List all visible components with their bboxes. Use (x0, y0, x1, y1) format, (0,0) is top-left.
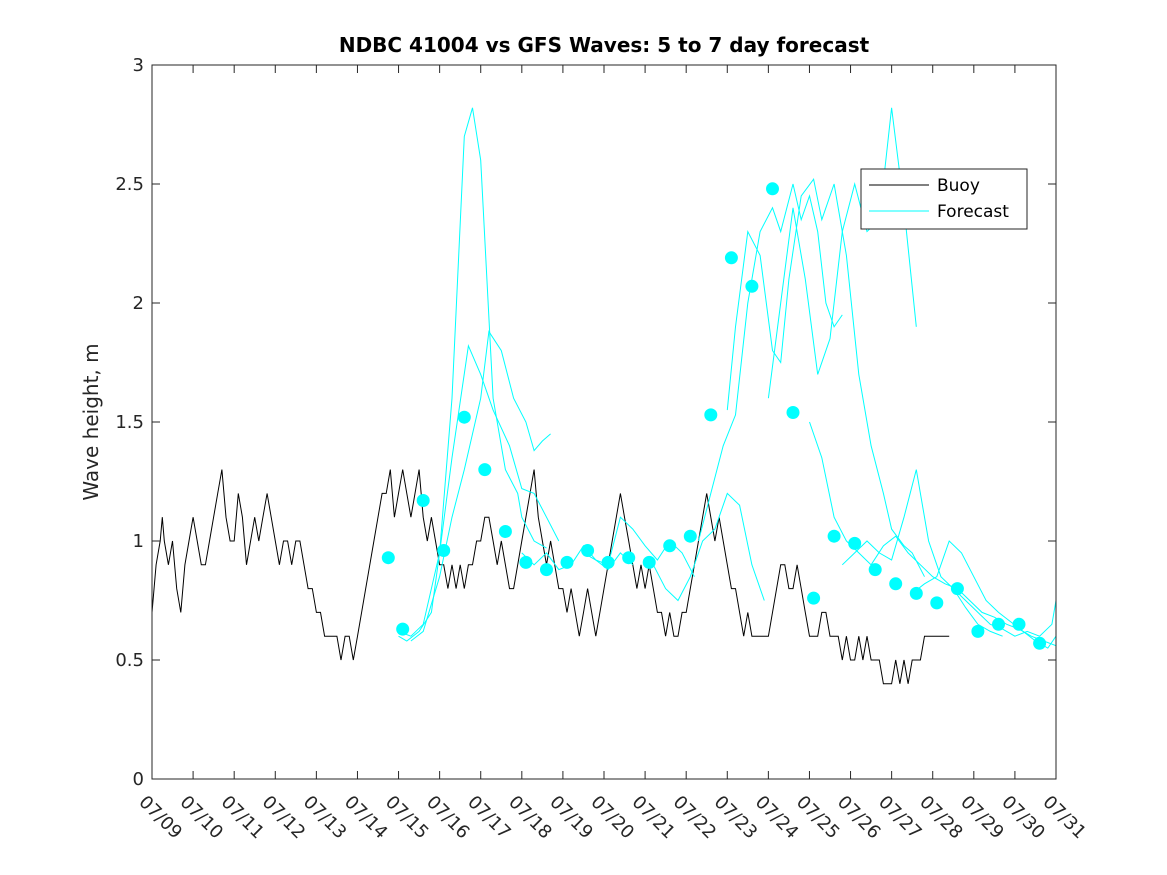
forecast-marker (1012, 617, 1026, 631)
forecast-series-line-2 (398, 343, 560, 637)
y-tick-label: 0 (133, 769, 144, 790)
legend-box (860, 168, 1028, 230)
x-tick-label: 07/29 (956, 792, 1008, 844)
x-tick-label: 07/09 (134, 792, 186, 844)
forecast-marker (909, 586, 923, 600)
forecast-marker (1033, 636, 1047, 650)
forecast-marker (478, 463, 492, 477)
forecast-marker (437, 544, 451, 557)
x-tick-label: 07/18 (504, 792, 556, 844)
forecast-marker (704, 408, 718, 422)
forecast-marker (581, 544, 595, 557)
legend-forecast-label: Forecast (937, 202, 1009, 222)
x-tick-label: 07/13 (299, 792, 351, 844)
forecast-series-line-7 (698, 183, 843, 542)
forecast-series-line-11 (841, 469, 1003, 637)
y-axis-label: Wave height, m (79, 343, 103, 500)
forecast-marker (848, 536, 862, 550)
legend-buoy-label: Buoy (937, 176, 980, 196)
forecast-series-line-3 (410, 330, 551, 642)
forecast-marker (381, 551, 395, 565)
chart-title: NDBC 41004 vs GFS Waves: 5 to 7 day fore… (339, 33, 870, 57)
x-tick-label: 07/10 (176, 792, 228, 844)
forecast-marker (868, 563, 882, 577)
forecast-marker (930, 596, 944, 610)
y-tick-label: 2 (133, 293, 144, 314)
x-tick-label: 07/17 (463, 792, 515, 844)
forecast-marker (498, 525, 512, 538)
forecast-marker (540, 563, 553, 577)
y-tick-label: 0.5 (115, 650, 144, 671)
forecast-series-line-13 (952, 588, 1057, 637)
forecast-marker (396, 622, 410, 636)
x-tick-label: 07/28 (915, 792, 967, 844)
forecast-marker (683, 529, 697, 543)
forecast-marker (766, 182, 779, 196)
y-tick-label: 1.5 (115, 412, 144, 433)
x-tick-label: 07/30 (997, 792, 1049, 844)
forecast-marker (807, 591, 821, 605)
plot-layer (151, 107, 1057, 685)
forecast-marker (745, 279, 759, 293)
x-tick-label: 07/25 (792, 792, 844, 844)
x-tick-label: 07/12 (258, 792, 310, 844)
x-tick-label: 07/21 (628, 792, 680, 844)
forecast-marker (519, 555, 533, 569)
forecast-marker (642, 555, 656, 569)
forecast-marker (786, 406, 800, 419)
legend: Buoy Forecast (860, 168, 1028, 230)
x-tick-label: 07/20 (586, 792, 638, 844)
y-tick-label: 2.5 (115, 174, 144, 195)
x-tick-label: 07/24 (751, 792, 803, 844)
forecast-marker (663, 539, 677, 553)
x-tick-label: 07/31 (1038, 792, 1090, 844)
forecast-marker (950, 582, 964, 596)
x-tick-label: 07/14 (340, 792, 392, 844)
forecast-marker (992, 617, 1005, 631)
y-tick-label: 3 (133, 55, 144, 76)
forecast-marker (416, 494, 430, 507)
forecast-series-line-1 (398, 107, 547, 642)
x-tick-label: 07/16 (422, 792, 474, 844)
x-tick-label: 07/19 (545, 792, 597, 844)
y-tick-label: 1 (133, 531, 144, 552)
forecast-marker (457, 410, 471, 424)
forecast-marker (601, 555, 615, 569)
forecast-marker (971, 624, 985, 638)
x-tick-label: 07/23 (710, 792, 762, 844)
x-tick-label: 07/15 (381, 792, 433, 844)
forecast-marker (560, 555, 574, 569)
forecast-marker (622, 551, 636, 565)
x-tick-label: 07/26 (833, 792, 885, 844)
x-tick-label: 07/27 (874, 792, 926, 844)
forecast-series-line-6 (652, 492, 765, 602)
forecast-series-line-8 (726, 178, 925, 577)
forecast-marker (827, 529, 841, 543)
x-tick-label: 07/11 (217, 792, 269, 844)
buoy-series-line (151, 469, 950, 685)
forecast-marker (889, 577, 903, 591)
forecast-series-line-9 (767, 107, 917, 399)
x-tick-label: 07/22 (669, 792, 721, 844)
forecast-marker (724, 251, 738, 265)
